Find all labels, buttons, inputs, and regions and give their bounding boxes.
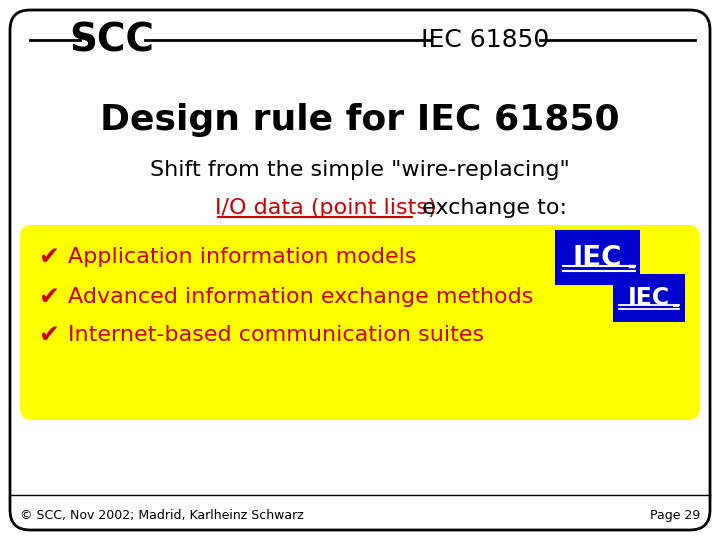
Text: Internet-based communication suites: Internet-based communication suites xyxy=(68,325,484,345)
Text: IEC 61850: IEC 61850 xyxy=(421,28,549,52)
Text: Application information models: Application information models xyxy=(68,247,416,267)
Text: ✔: ✔ xyxy=(38,245,59,269)
Text: Design rule for IEC 61850: Design rule for IEC 61850 xyxy=(100,103,620,137)
Text: ✔: ✔ xyxy=(38,285,59,309)
Text: SCC: SCC xyxy=(70,21,155,59)
FancyBboxPatch shape xyxy=(10,10,710,530)
Text: © SCC, Nov 2002; Madrid, Karlheinz Schwarz: © SCC, Nov 2002; Madrid, Karlheinz Schwa… xyxy=(20,509,304,522)
FancyBboxPatch shape xyxy=(613,274,685,322)
Text: Advanced information exchange methods: Advanced information exchange methods xyxy=(68,287,534,307)
Text: Page 29: Page 29 xyxy=(649,509,700,522)
Text: exchange to:: exchange to: xyxy=(415,198,567,218)
Text: I/O data (point lists): I/O data (point lists) xyxy=(215,198,436,218)
FancyBboxPatch shape xyxy=(555,230,640,285)
Text: IEC: IEC xyxy=(628,286,670,310)
Text: IEC: IEC xyxy=(572,244,622,272)
Text: ✔: ✔ xyxy=(38,323,59,347)
Text: Shift from the simple "wire-replacing": Shift from the simple "wire-replacing" xyxy=(150,160,570,180)
FancyBboxPatch shape xyxy=(20,225,700,420)
